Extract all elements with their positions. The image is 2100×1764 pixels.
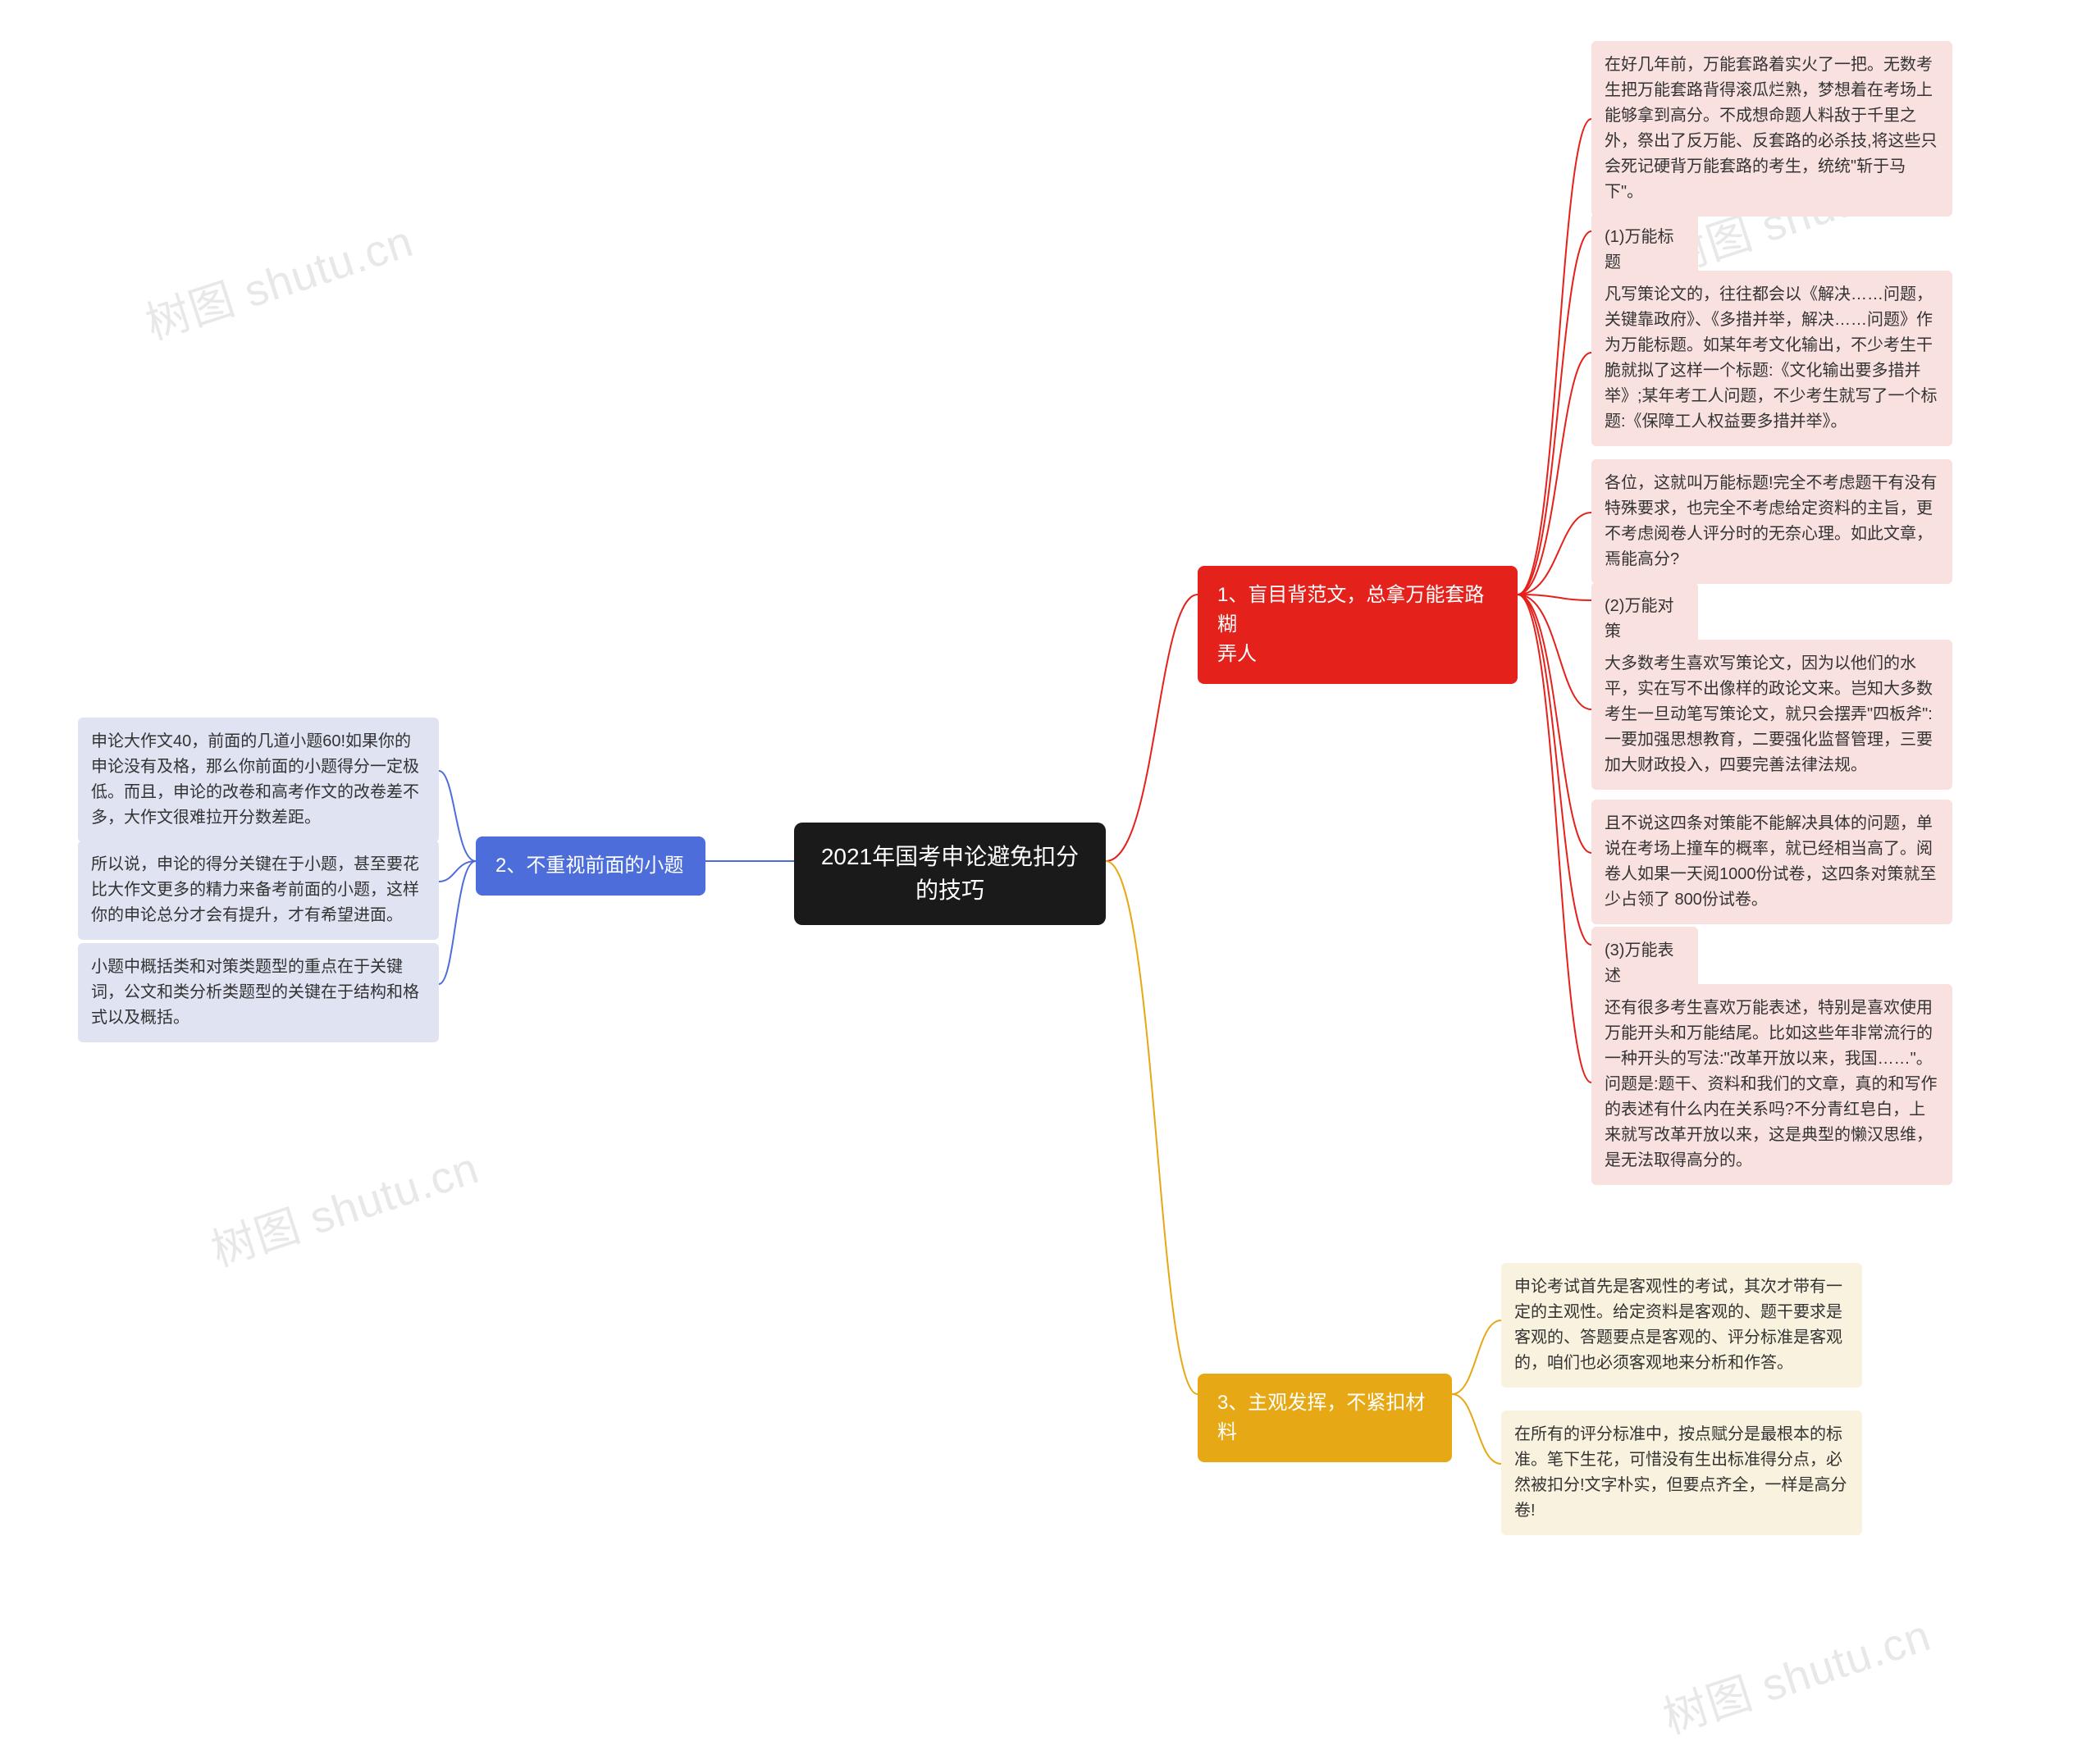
leaf-node[interactable]: 凡写策论文的，往往都会以《解决……问题，关键靠政府》、《多措并举，解决……问题》…: [1591, 271, 1952, 446]
branch-node-2[interactable]: 2、不重视前面的小题: [476, 836, 705, 896]
watermark: 树图 shutu.cn: [136, 205, 420, 353]
leaf-node[interactable]: 申论考试首先是客观性的考试，其次才带有一定的主观性。给定资料是客观的、题干要求是…: [1501, 1263, 1862, 1388]
branch-node-1[interactable]: 1、盲目背范文，总拿万能套路糊弄人: [1198, 566, 1518, 684]
leaf-node[interactable]: 在所有的评分标准中，按点赋分是最根本的标准。笔下生花，可惜没有生出标准得分点，必…: [1501, 1411, 1862, 1535]
leaf-node[interactable]: 大多数考生喜欢写策论文，因为以他们的水平，实在写不出像样的政论文来。岂知大多数考…: [1591, 640, 1952, 790]
leaf-node[interactable]: 在好几年前，万能套路着实火了一把。无数考生把万能套路背得滚瓜烂熟，梦想着在考场上…: [1591, 41, 1952, 217]
leaf-node[interactable]: 各位，这就叫万能标题!完全不考虑题干有没有特殊要求，也完全不考虑给定资料的主旨，…: [1591, 459, 1952, 584]
leaf-node[interactable]: 小题中概括类和对策类题型的重点在于关键词，公文和类分析类题型的关键在于结构和格式…: [78, 943, 439, 1042]
watermark: 树图 shutu.cn: [1654, 1599, 1938, 1747]
leaf-node[interactable]: 申论大作文40，前面的几道小题60!如果你的申论没有及格，那么你前面的小题得分一…: [78, 718, 439, 842]
watermark: 树图 shutu.cn: [202, 1132, 486, 1279]
mindmap-canvas: { "canvas": { "width": 2560, "height": 2…: [0, 0, 2100, 1764]
root-node[interactable]: 2021年国考申论避免扣分的技巧: [794, 823, 1106, 925]
branch-node-3[interactable]: 3、主观发挥，不紧扣材料: [1198, 1374, 1452, 1462]
leaf-node[interactable]: 还有很多考生喜欢万能表述，特别是喜欢使用万能开头和万能结尾。比如这些年非常流行的…: [1591, 984, 1952, 1185]
leaf-node[interactable]: 且不说这四条对策能不能解决具体的问题，单说在考场上撞车的概率，就已经相当高了。阅…: [1591, 800, 1952, 924]
leaf-node[interactable]: 所以说，申论的得分关键在于小题，甚至要花比大作文更多的精力来备考前面的小题，这样…: [78, 841, 439, 940]
